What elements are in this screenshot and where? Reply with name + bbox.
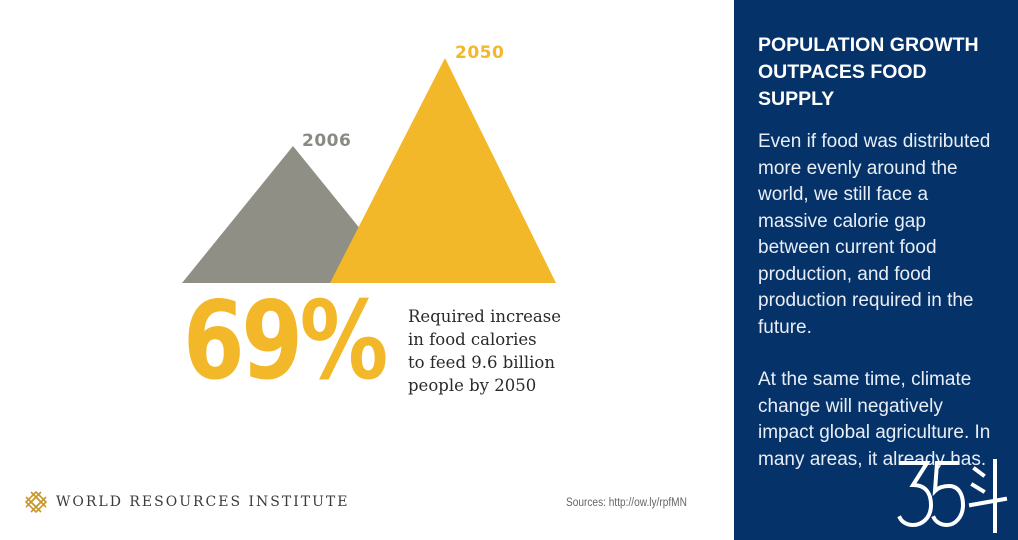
- big-stat: 69%: [183, 279, 388, 404]
- caption-line: to feed 9.6 billion: [408, 353, 555, 372]
- stat-caption: Required increase in food calories to fe…: [408, 305, 568, 397]
- sources-link[interactable]: Sources: http://ow.ly/rpfMN: [566, 497, 687, 509]
- sidebar-panel: POPULATION GROWTH OUTPACES FOOD SUPPLY E…: [734, 0, 1018, 540]
- wri-logo: WORLD RESOURCES INSTITUTE: [24, 490, 349, 514]
- org-name: WORLD RESOURCES INSTITUTE: [56, 494, 350, 510]
- year-label-2050: 2050: [455, 43, 505, 63]
- triangles-graphic: [182, 58, 556, 283]
- wri-logo-icon: [24, 490, 48, 514]
- infographic-panel: 2006 2050 69% Required increase in food …: [24, 43, 687, 514]
- site-watermark-icon: [897, 459, 1008, 533]
- caption-line: people by 2050: [408, 376, 537, 395]
- triangle-2050: [330, 58, 556, 283]
- caption-line: Required increase: [408, 307, 561, 326]
- sidebar-paragraph-1: Even if food was distributed more evenly…: [758, 131, 991, 338]
- year-label-2006: 2006: [302, 131, 352, 151]
- sidebar-paragraph-2: At the same time, climate change will ne…: [758, 369, 991, 470]
- sidebar-heading: POPULATION GROWTH OUTPACES FOOD SUPPLY: [758, 34, 979, 110]
- caption-line: in food calories: [408, 330, 537, 349]
